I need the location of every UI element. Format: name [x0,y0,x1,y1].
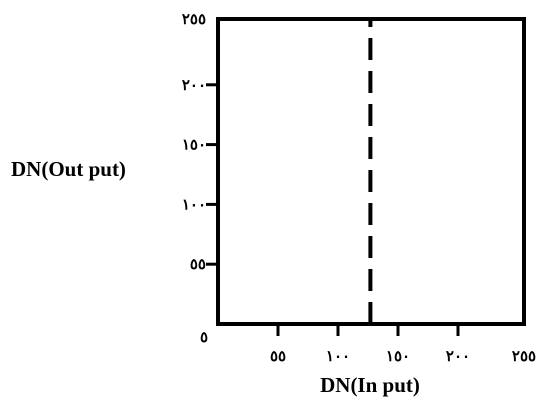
y-tick-label: ٢٥٥ [182,10,206,28]
y-tick-label: ٥٥ [190,255,206,273]
x-tick-label: ٥ [200,328,208,346]
y-tick-label: ١٠٠ [182,195,206,213]
y-tick-label: ٢٠٠ [182,76,206,94]
x-tick-label: ٢٥٥ [512,347,536,365]
x-axis-label: DN(In put) [320,373,420,397]
x-tick-label: ٥٥ [270,347,286,365]
y-axis-label: DN(Out put) [11,157,126,181]
x-tick-label: ١٠٠ [326,347,350,365]
x-tick-label: ٢٠٠ [446,347,470,365]
x-tick-label: ١٥٠ [386,347,410,365]
y-tick-label: ١٥٠ [182,136,206,154]
